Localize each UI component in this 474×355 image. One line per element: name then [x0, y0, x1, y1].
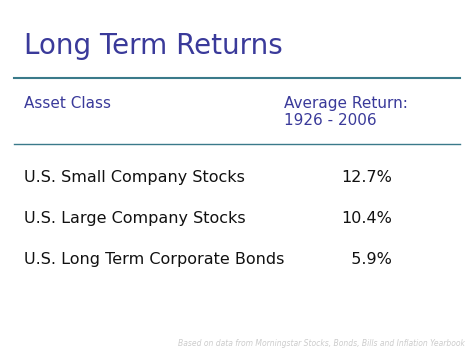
Text: Based on data from Morningstar Stocks, Bonds, Bills and Inflation Yearbook: Based on data from Morningstar Stocks, B…: [178, 339, 465, 348]
Text: U.S. Long Term Corporate Bonds: U.S. Long Term Corporate Bonds: [24, 252, 284, 267]
Text: 5.9%: 5.9%: [341, 252, 392, 267]
Text: Long Term Returns: Long Term Returns: [24, 32, 283, 60]
Text: Average Return:
1926 - 2006: Average Return: 1926 - 2006: [284, 96, 408, 128]
Text: U.S. Large Company Stocks: U.S. Large Company Stocks: [24, 211, 246, 226]
Text: 12.7%: 12.7%: [341, 170, 392, 185]
Text: 10.4%: 10.4%: [341, 211, 392, 226]
Text: U.S. Small Company Stocks: U.S. Small Company Stocks: [24, 170, 245, 185]
Text: Asset Class: Asset Class: [24, 96, 111, 111]
